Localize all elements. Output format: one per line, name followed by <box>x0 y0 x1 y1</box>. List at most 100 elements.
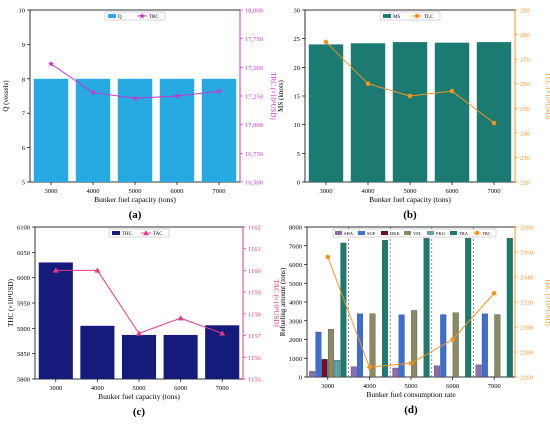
legend-swatch-q <box>108 14 116 18</box>
x-axis-title: Bunker fuel consumption rate <box>366 390 456 399</box>
bar-q-5000 <box>117 78 153 182</box>
chart-panel-1: 5 6 7 8 9 10 16,500 16,750 17,000 17,250 17,500 17,… <box>2 8 277 222</box>
legend-label: SHA <box>344 231 354 236</box>
x-tick-label: 7000 <box>216 385 229 392</box>
y-tick-label: 6050 <box>17 250 30 257</box>
y2-tick-label: 2360 <box>520 250 533 257</box>
bar-sha-4000 <box>350 366 357 378</box>
y-axis-title: Refueling amount (tons) <box>279 267 287 336</box>
point-tac-6000 <box>177 315 184 321</box>
y2-tick-label: 1161 <box>248 246 261 253</box>
panel-label: (d) <box>404 404 418 416</box>
bar-sgp-3000 <box>315 331 322 378</box>
chart-panel-3: 5800 5850 5900 5950 6000 6050 6100 1155 1156 1157… <box>7 225 280 419</box>
y-tick-label: 20 <box>294 65 301 72</box>
bar-thc-4000 <box>80 325 115 379</box>
x-tick-label: 5000 <box>405 383 418 390</box>
y2-tick-label: 17,750 <box>245 36 263 43</box>
y2-axis-title: TRC (×10⁴USD) <box>269 72 277 120</box>
y2-tick-label: 2300 <box>520 325 533 332</box>
legend-swatch-sha <box>335 231 342 235</box>
y-tick-label: 5 <box>22 180 25 187</box>
y2-tick-label: 2320 <box>520 300 533 307</box>
y2-tick-label: 280 <box>520 32 530 39</box>
point-tlc-3000 <box>323 39 329 45</box>
y-tick-label: 0 <box>297 180 300 187</box>
y2-tick-label: 1158 <box>248 311 261 318</box>
legend-label: SGP <box>367 231 376 236</box>
legend-label: DKK <box>390 231 400 236</box>
x-axis-title: Bunker fuel capacity (tons) <box>94 195 176 204</box>
bar-thc-5000 <box>121 334 157 379</box>
y-tick-label: 15 <box>294 94 301 101</box>
bar-dkk-3000 <box>321 359 328 378</box>
legend-marker <box>414 13 420 19</box>
x-tick-label: 4000 <box>87 188 100 195</box>
legend-label: THC <box>122 232 133 237</box>
y-tick-label: 9 <box>22 42 25 49</box>
y-axis-title: Q (vessels) <box>2 80 10 112</box>
y-tick-label: 10 <box>19 8 26 15</box>
legend-swatch-tra <box>450 231 457 235</box>
point-tlc-7000 <box>491 120 497 126</box>
y2-tick-label: 17,250 <box>245 94 263 101</box>
y-tick-label: 6000 <box>17 275 30 282</box>
y-tick-label: 5850 <box>17 351 30 358</box>
point-tac-5000 <box>136 330 142 336</box>
bar-tra-3000 <box>340 242 347 378</box>
legend-swatch-pkg <box>427 231 434 235</box>
point-tac-4000 <box>94 267 101 273</box>
x-tick-label: 7000 <box>213 188 226 195</box>
legend-swatch-thc <box>112 231 120 235</box>
legend-marker <box>474 230 480 236</box>
y2-tick-label: 1157 <box>248 333 262 340</box>
legend-box <box>108 228 170 238</box>
point-tac-3000 <box>52 267 59 273</box>
y2-tick-label: 1155 <box>248 377 261 384</box>
legend-swatch-ms <box>383 14 391 18</box>
y-tick-label: 2000 <box>289 337 302 344</box>
bar-q-3000 <box>33 78 69 182</box>
point-trc-6000 <box>173 92 181 99</box>
y-tick-label: 6100 <box>17 225 30 232</box>
point-tbc-7000 <box>491 290 497 296</box>
bar-vel-5000 <box>411 310 418 378</box>
panel-label: (b) <box>403 209 417 221</box>
y2-tick-label: 2280 <box>520 350 533 357</box>
bar-tra-6000 <box>465 238 472 378</box>
bar-ms-6000 <box>434 42 470 183</box>
y-tick-label: 5800 <box>17 377 30 384</box>
legend-marker <box>138 12 146 19</box>
y-tick-label: 6000 <box>289 262 302 269</box>
x-tick-label: 4000 <box>362 188 375 195</box>
y2-tick-label: 1156 <box>248 355 262 362</box>
y-tick-label: 30 <box>294 8 301 15</box>
y2-tick-label: 220 <box>520 180 530 187</box>
bar-sgp-6000 <box>440 314 447 378</box>
bar-pkg-3000 <box>334 359 341 378</box>
x-tick-label: 7000 <box>488 383 501 390</box>
x-tick-label: 6000 <box>446 383 459 390</box>
bar-ms-3000 <box>308 44 344 183</box>
bar-ms-7000 <box>476 42 512 183</box>
point-tbc-3000 <box>325 254 331 260</box>
y2-tick-label: 17,500 <box>245 65 263 72</box>
bar-sha-7000 <box>475 364 482 378</box>
point-tlc-4000 <box>365 81 371 87</box>
y-tick-label: 3000 <box>289 318 302 325</box>
y2-tick-label: 16,750 <box>245 151 263 158</box>
line-tac <box>55 269 223 335</box>
legend-swatch-sgp <box>358 231 365 235</box>
y2-axis-title: TBC (×10⁴USD) <box>544 278 550 326</box>
legend: SHA SGP DKK VEL PKG TRA TBC <box>332 228 497 238</box>
legend-label: TAC <box>153 232 163 237</box>
bar-thc-3000 <box>38 262 73 379</box>
bar-sha-3000 <box>309 371 316 378</box>
y-tick-label: 25 <box>294 36 301 43</box>
x-axis-title: Bunker fuel capacity (tons) <box>98 392 180 401</box>
legend: MS TLC <box>379 11 441 21</box>
y2-tick-label: 1162 <box>248 225 261 232</box>
x-tick-label: 6000 <box>174 385 187 392</box>
bar-ms-4000 <box>350 43 386 183</box>
